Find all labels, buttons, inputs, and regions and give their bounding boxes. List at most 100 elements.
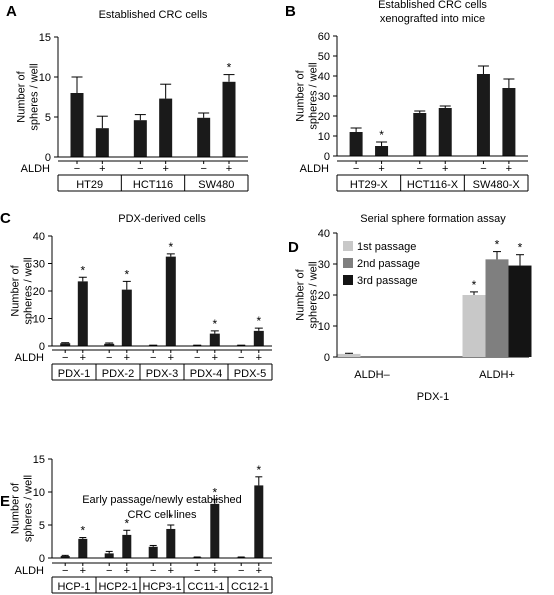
bar: [485, 259, 509, 357]
group-label: CC11-1: [187, 581, 224, 593]
bar: [508, 265, 532, 357]
y-tick-label: 0: [324, 352, 330, 364]
aldh-row-label: ALDH: [15, 352, 44, 364]
y-tick-label: 40: [318, 228, 330, 240]
legend-swatch: [343, 241, 353, 251]
bar: [104, 553, 114, 558]
panel-B: B Established CRC cells xenografted into m…: [285, 0, 529, 192]
bar: [77, 281, 88, 346]
bar: [133, 120, 147, 157]
y-tick-label: 10: [39, 72, 51, 84]
significance-star: *: [518, 241, 523, 255]
condition-label: −: [238, 565, 244, 577]
y-axis-label-line: Number of: [295, 268, 307, 320]
condition-label: +: [212, 565, 218, 577]
group-label: SW480-X: [473, 179, 521, 191]
group-label: HT29: [76, 179, 103, 191]
condition-label: −: [353, 163, 359, 175]
panel-C: C PDX-derived cells 0 10 20 30 40 Number ofsphe…: [0, 210, 273, 381]
y-tick-label: 10: [33, 487, 45, 499]
bar: [254, 485, 264, 558]
panel-title: Serial sphere formation assay: [360, 213, 506, 225]
panel-letter: E: [0, 493, 10, 510]
panel-title: CRC cell lines: [127, 509, 197, 521]
y-tick-label: 0: [39, 553, 45, 565]
significance-star: *: [379, 128, 384, 142]
y-axis-label-line: spheres / well: [22, 475, 34, 542]
condition-label: −: [238, 352, 244, 364]
legend-label: 2nd passage: [357, 258, 420, 270]
significance-star: *: [124, 516, 129, 530]
y-axis-label-line: Number of: [10, 482, 22, 534]
y-axis-label-line: spheres / well: [307, 62, 319, 129]
condition-label: −: [200, 163, 206, 175]
y-tick-label: 10: [33, 314, 45, 326]
y-axis-label: Number ofspheres / well: [295, 62, 320, 129]
y-axis-label: Number ofspheres / well: [16, 63, 41, 130]
condition-label: +: [506, 163, 512, 175]
condition-label: +: [80, 565, 86, 577]
bar: [197, 117, 211, 157]
y-axis-label: Number ofspheres / well: [295, 261, 320, 328]
significance-star: *: [80, 263, 85, 277]
panel-title: Established CRC cells: [99, 9, 208, 21]
legend-swatch: [343, 275, 353, 285]
panel-letter: D: [288, 239, 299, 256]
significance-star: *: [212, 485, 217, 499]
condition-label: −: [137, 163, 143, 175]
group-label: HCT116-X: [407, 179, 459, 191]
condition-label: +: [168, 565, 174, 577]
bar: [78, 538, 88, 558]
y-tick-label: 40: [318, 71, 330, 83]
bar: [165, 256, 176, 346]
y-tick-label: 0: [324, 151, 330, 163]
group-label: PDX-5: [234, 368, 266, 380]
bar: [166, 528, 176, 558]
bar: [462, 295, 486, 357]
bar: [121, 289, 132, 346]
condition-label: +: [80, 352, 86, 364]
bar: [210, 503, 220, 558]
condition-label: −: [194, 352, 200, 364]
y-tick-label: 5: [45, 112, 51, 124]
y-tick-label: 30: [318, 259, 330, 271]
y-tick-label: 5: [39, 520, 45, 532]
condition-label: −: [106, 352, 112, 364]
significance-star: *: [80, 524, 85, 538]
bar: [502, 88, 516, 156]
condition-label: −: [62, 565, 68, 577]
condition-label: −: [106, 565, 112, 577]
bar: [476, 74, 490, 156]
category-label: ALDH+: [479, 369, 515, 381]
group-label: HCP-1: [57, 581, 90, 593]
y-axis-label-line: Number of: [10, 264, 22, 316]
group-label: HCT116: [133, 179, 173, 191]
y-tick-label: 30: [318, 91, 330, 103]
bar: [60, 556, 70, 558]
bar: [375, 146, 389, 156]
y-tick-label: 15: [33, 454, 45, 466]
y-tick-label: 30: [33, 259, 45, 271]
group-label: HCP2-1: [98, 581, 137, 593]
y-tick-label: 0: [39, 341, 45, 353]
significance-star: *: [168, 511, 173, 525]
group-label: PDX-1: [58, 368, 90, 380]
bar: [104, 343, 115, 346]
condition-label: +: [124, 352, 130, 364]
significance-star: *: [495, 238, 500, 252]
panel-title: xenografted into mice: [380, 13, 485, 25]
y-tick-label: 50: [318, 51, 330, 63]
legend-swatch: [343, 258, 353, 268]
y-tick-label: 20: [318, 290, 330, 302]
bar: [337, 353, 361, 357]
panel-letter: A: [6, 3, 17, 20]
bar: [413, 113, 427, 156]
panel-title: Established CRC cells: [378, 0, 487, 11]
bar: [349, 132, 363, 156]
y-axis-label-line: Number of: [295, 69, 307, 121]
y-tick-label: 10: [318, 321, 330, 333]
condition-label: +: [378, 163, 384, 175]
bar: [222, 81, 236, 157]
bar: [438, 108, 452, 156]
panel-title: PDX-derived cells: [118, 213, 206, 225]
